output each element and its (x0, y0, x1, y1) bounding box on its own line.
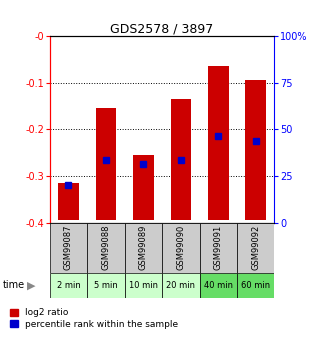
Bar (208, 67, 229, 220)
Text: 10 min: 10 min (129, 281, 158, 290)
Text: GSM99087: GSM99087 (64, 225, 73, 270)
Bar (87, 223, 125, 273)
Text: 40 min: 40 min (204, 281, 233, 290)
Bar (162, 273, 200, 298)
Text: time: time (3, 280, 25, 290)
Text: 60 min: 60 min (241, 281, 270, 290)
Bar (237, 223, 274, 273)
Bar (237, 273, 274, 298)
Text: 2 min: 2 min (56, 281, 80, 290)
Bar (162, 223, 200, 273)
Bar (50, 223, 87, 273)
Bar (200, 223, 237, 273)
Legend: log2 ratio, percentile rank within the sample: log2 ratio, percentile rank within the s… (8, 306, 180, 331)
Text: GSM99092: GSM99092 (251, 225, 260, 270)
Bar (125, 223, 162, 273)
Text: 20 min: 20 min (166, 281, 195, 290)
Text: 5 min: 5 min (94, 281, 118, 290)
Bar (96, 108, 116, 220)
Bar (246, 80, 266, 220)
Bar (58, 183, 79, 220)
Bar (200, 273, 237, 298)
Text: GSM99090: GSM99090 (176, 225, 185, 270)
Bar (87, 273, 125, 298)
Text: ▶: ▶ (27, 280, 36, 290)
Bar (133, 155, 154, 220)
Text: GSM99091: GSM99091 (214, 225, 223, 270)
Bar (170, 99, 191, 220)
Text: GSM99088: GSM99088 (101, 225, 110, 270)
Title: GDS2578 / 3897: GDS2578 / 3897 (110, 22, 214, 35)
Bar (50, 273, 87, 298)
Text: GSM99089: GSM99089 (139, 225, 148, 270)
Bar (125, 273, 162, 298)
